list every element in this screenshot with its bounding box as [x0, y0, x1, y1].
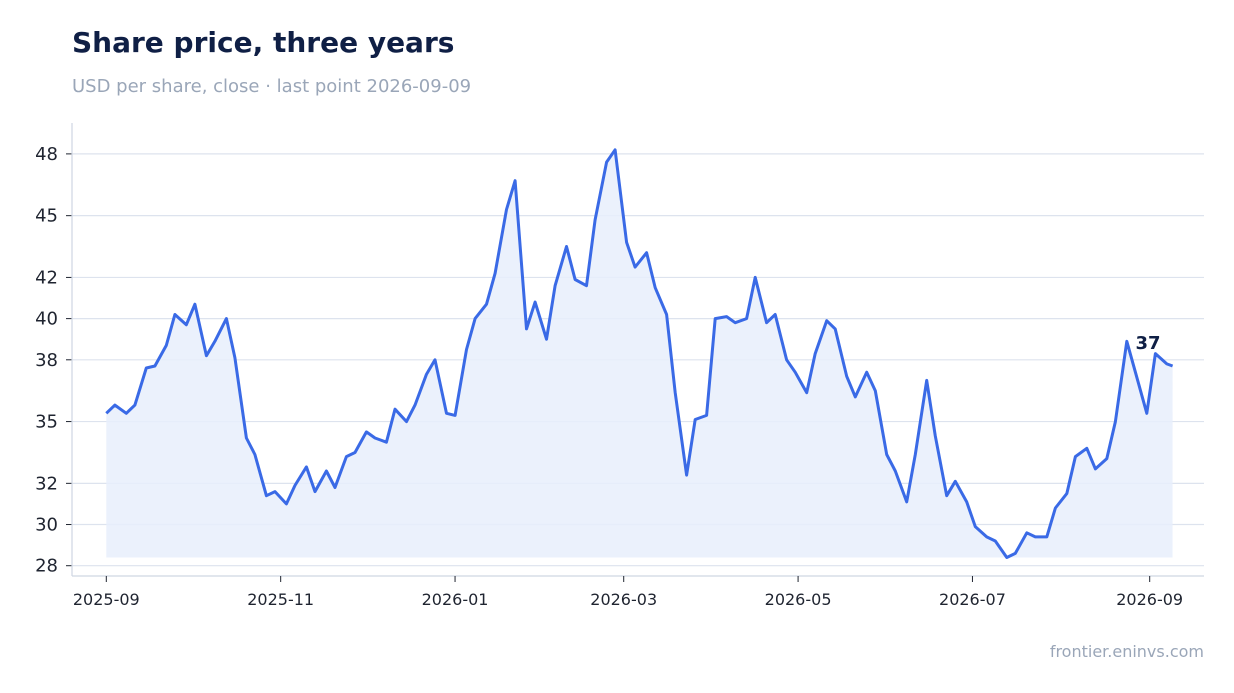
y-tick-label: 30 [35, 515, 58, 536]
chart-subtitle: USD per share, close · last point 2026-0… [72, 76, 472, 97]
y-tick-label: 38 [35, 350, 58, 371]
y-tick-label: 28 [35, 556, 58, 577]
chart-title: Share price, three years [72, 26, 455, 59]
x-tick-label: 2025-09 [73, 590, 140, 609]
x-tick-label: 2025-11 [247, 590, 314, 609]
y-tick-label: 48 [35, 144, 58, 165]
x-tick-label: 2026-07 [939, 590, 1006, 609]
y-tick-label: 40 [35, 309, 58, 330]
x-tick-label: 2026-05 [765, 590, 832, 609]
last-value-label: 37 [1135, 333, 1160, 354]
y-tick-label: 35 [35, 412, 58, 433]
y-tick-label: 42 [35, 267, 58, 288]
source-credit: frontier.eninvs.com [1049, 642, 1204, 661]
x-tick-label: 2026-01 [422, 590, 489, 609]
price-line [105, 148, 1174, 559]
x-tick-label: 2026-03 [590, 590, 657, 609]
y-tick-label: 45 [35, 206, 58, 227]
y-tick-label: 32 [35, 473, 58, 494]
x-tick-label: 2026-09 [1116, 590, 1183, 609]
price-area [106, 149, 1173, 558]
